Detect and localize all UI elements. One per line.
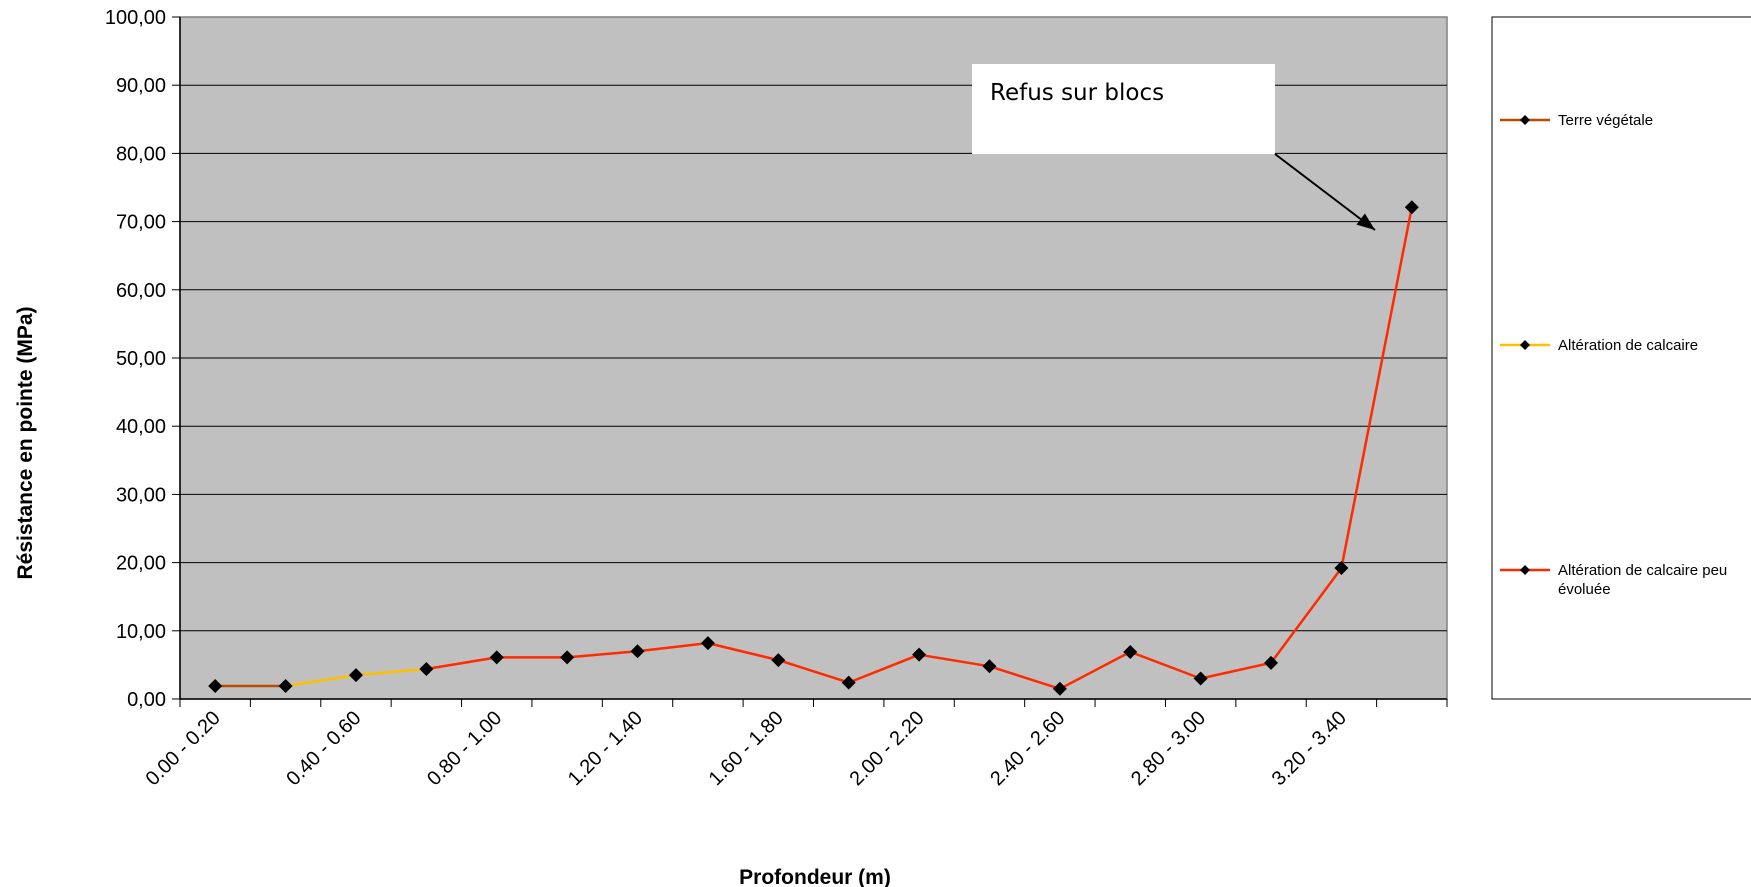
data-point [278, 679, 293, 694]
axes [172, 16, 1448, 707]
y-tick-label: 50,00 [116, 348, 166, 370]
annotation-text: Refus sur blocs [990, 80, 1164, 106]
x-tick-labels: 0.00 - 0.20 0.40 - 0.60 0.80 - 1.00 1.20 - … [142, 707, 1351, 790]
y-tick-label: 90,00 [116, 75, 166, 97]
x-tick-label: 2.80 - 3.00 [1127, 707, 1210, 790]
y-tick-label: 80,00 [116, 143, 166, 165]
data-point [489, 650, 504, 665]
x-tick-label: 0.80 - 1.00 [423, 707, 506, 790]
data-point [1193, 671, 1208, 686]
y-tick-label: 70,00 [116, 212, 166, 234]
x-tick-label: 2.40 - 2.60 [986, 707, 1069, 790]
data-point [1264, 655, 1279, 670]
data-point [208, 679, 223, 694]
y-tick-label: 20,00 [116, 553, 166, 575]
data-point [982, 659, 997, 674]
legend-marker [1520, 565, 1530, 575]
data-point [841, 675, 856, 690]
y-tick-label: 40,00 [116, 416, 166, 438]
data-point [1052, 681, 1067, 696]
data-point [700, 636, 715, 651]
legend-marker [1520, 340, 1530, 350]
annotation: Refus sur blocs [972, 64, 1376, 231]
legend-label: Altération de calcaire peu évoluée [1558, 562, 1727, 598]
data-point [1404, 200, 1419, 215]
annotation-arrowhead [1356, 213, 1375, 230]
legend: Terre végétale Altération de calcaire Alté… [1500, 112, 1727, 598]
x-tick-label: 3.20 - 3.40 [1268, 707, 1351, 790]
data-point [630, 644, 645, 659]
data-points [208, 200, 1419, 696]
legend-marker [1520, 115, 1530, 125]
y-tick-label: 30,00 [116, 484, 166, 506]
data-point [419, 661, 434, 676]
data-point [1334, 561, 1349, 576]
annotation-box [972, 64, 1275, 154]
x-tick-label: 0.40 - 0.60 [282, 707, 365, 790]
legend-label: Terre végétale [1558, 112, 1653, 129]
x-tick-label: 1.20 - 1.40 [564, 707, 647, 790]
y-tick-labels: 0,00 10,00 20,00 30,00 40,00 50,00 60,00 70,00 8… [105, 7, 166, 711]
y-tick-label: 10,00 [116, 621, 166, 643]
data-point [771, 653, 786, 668]
x-tick-label: 2.00 - 2.20 [845, 707, 928, 790]
y-axis-title: Résistance en pointe (MPa) [14, 306, 37, 579]
y-tick-label: 0,00 [127, 689, 166, 711]
legend-label: Altération de calcaire [1558, 337, 1698, 354]
data-point [1123, 644, 1138, 659]
x-axis-title: Profondeur (m) [739, 866, 891, 887]
x-tick-label: 1.60 - 1.80 [705, 707, 788, 790]
y-tick-label: 60,00 [116, 280, 166, 302]
data-point [348, 668, 363, 683]
data-point [912, 647, 927, 662]
x-tick-label: 0.00 - 0.20 [142, 707, 225, 790]
y-tick-label: 100,00 [105, 7, 166, 29]
data-point [560, 650, 575, 665]
annotation-arrow [1274, 153, 1376, 231]
legend-box [1491, 16, 1751, 700]
